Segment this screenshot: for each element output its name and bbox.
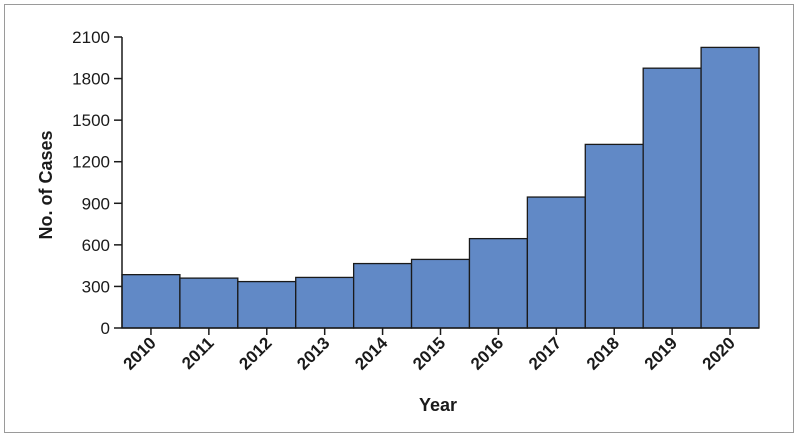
bar-2016 xyxy=(468,237,529,329)
y-tick-label-1800: 1800 xyxy=(72,70,110,89)
bar-2018 xyxy=(584,143,644,329)
x-tick-label-2019: 2019 xyxy=(641,333,681,373)
x-tick-label-2015: 2015 xyxy=(409,333,449,373)
y-tick-label-2100: 2100 xyxy=(72,28,110,47)
y-tick-label-600: 600 xyxy=(82,236,110,255)
x-tick-label-2011: 2011 xyxy=(178,333,218,373)
bar-2013 xyxy=(295,276,355,329)
y-axis-title: No. of Cases xyxy=(36,130,56,239)
bar-2010 xyxy=(121,273,181,329)
y-axis: 0 300 600 900 1200 1500 1800 2100 xyxy=(72,28,123,338)
x-tick-label-2013: 2013 xyxy=(293,333,333,373)
x-tick-label-2017: 2017 xyxy=(525,333,565,373)
x-tick-label-2016: 2016 xyxy=(467,333,507,373)
bar-2014 xyxy=(352,262,413,329)
y-tick-label-1200: 1200 xyxy=(72,153,110,172)
y-tick-label-900: 900 xyxy=(82,194,110,213)
bar-2019 xyxy=(642,67,702,329)
y-tick-label-0: 0 xyxy=(101,319,110,338)
y-tick-label-1500: 1500 xyxy=(72,111,110,130)
bar-2012 xyxy=(237,280,297,329)
x-tick-label-2020: 2020 xyxy=(699,333,739,373)
bar-2020 xyxy=(700,46,760,329)
x-tick-label-2018: 2018 xyxy=(583,333,623,373)
x-tick-label-2012: 2012 xyxy=(235,333,275,373)
y-tick-label-300: 300 xyxy=(82,277,110,296)
bars-group xyxy=(121,46,760,329)
x-tick-label-2014: 2014 xyxy=(351,333,392,374)
bar-2015 xyxy=(410,258,471,329)
x-axis: 2010 2011 2012 2013 2014 2015 2016 2017 2018 2019… xyxy=(120,327,759,374)
bar-2011 xyxy=(179,277,239,329)
x-axis-title: Year xyxy=(419,395,457,415)
x-tick-label-2010: 2010 xyxy=(120,333,160,373)
bar-2017 xyxy=(526,196,586,329)
